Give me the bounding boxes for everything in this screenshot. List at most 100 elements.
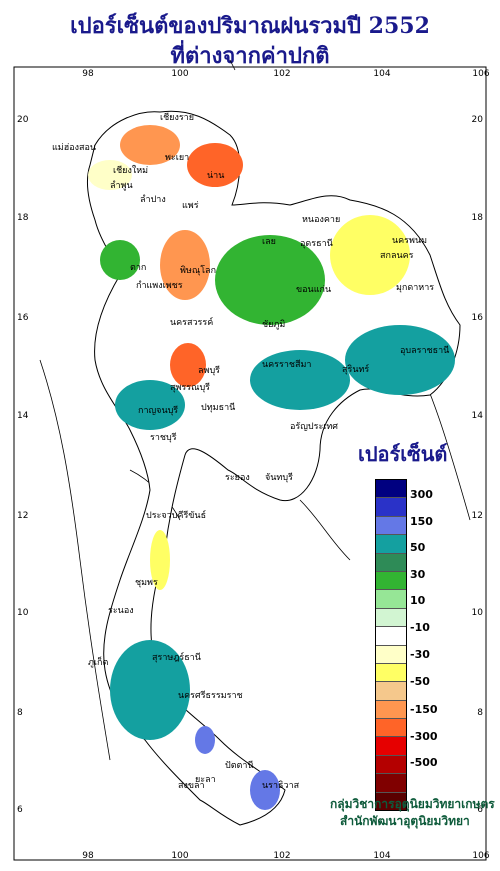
y-tick-label: 16 [17,313,29,323]
credit-line2: สำนักพัฒนาอุตุนิยมวิทยา [340,814,470,828]
y-tick-label: 8 [477,708,483,718]
x-tick-label: 98 [82,851,94,861]
x-tick-label: 106 [472,69,489,79]
patch-south-teal [110,640,190,740]
x-tick-label: 102 [273,851,290,861]
legend-swatch [376,571,406,591]
place-label: สุราษฎร์ธานี [152,653,201,663]
place-label: ภูเก็ต [88,658,109,668]
place-label: สงขลา [178,781,205,791]
place-label: นครพนม [392,236,428,246]
patch-north-red [187,143,243,187]
legend-label: -150 [410,703,438,716]
place-label: พิษณุโลก [180,266,217,276]
place-label: ปทุมธานี [201,403,236,413]
place-label: จันทบุรี [265,473,293,483]
x-tick-label: 104 [373,851,390,861]
legend-label: 50 [410,541,426,554]
x-tick-label: 102 [273,69,290,79]
place-label: ราชบุรี [150,433,177,443]
legend-swatch [376,590,406,609]
place-label: ลพบุรี [198,366,220,376]
place-label: นครศรีธรรมราช [178,691,243,701]
legend-swatch [376,737,406,756]
place-label: เชียงใหม่ [113,166,149,176]
x-tick-label: 98 [82,69,94,79]
place-label: ปัตตานี [225,761,254,771]
patch-peninsula-yellow [150,530,170,590]
y-tick-label: 6 [477,805,483,815]
x-tick-label: 100 [171,69,188,79]
y-tick-label: 18 [17,213,29,223]
place-label: หนองคาย [302,215,341,225]
x-tick-label: 104 [373,69,390,79]
place-label: นครราชสีมา [262,360,312,370]
patch-northeast-yellow [330,215,410,295]
legend-label: 150 [410,515,433,528]
place-label: น่าน [207,171,225,181]
legend-swatch [376,498,406,517]
legend-label: 300 [410,488,433,501]
legend-label: -500 [410,756,438,769]
legend-swatch [376,535,406,554]
legend-label: -30 [410,648,430,661]
place-label: ขอนแก่น [296,285,332,295]
patch-north-yellow [88,160,132,190]
y-tick-label: 20 [472,115,484,125]
place-label: ลำปาง [140,195,166,205]
place-label: ยะลา [195,775,216,785]
y-tick-label: 6 [17,805,23,815]
legend-label: 10 [410,594,426,607]
place-label: สุรินทร์ [342,365,370,375]
y-tick-label: 10 [472,608,484,618]
place-label: อุบลราชธานี [400,346,450,356]
legend-title: เปอร์เซ็นต์ [358,442,448,466]
patch-central-teal [250,350,350,410]
patch-northeast-green [215,235,325,325]
y-tick-label: 10 [17,608,29,618]
legend-swatch [376,792,406,811]
legend-label: 30 [410,568,426,581]
patch-south-blue2 [195,726,215,754]
x-tick-label: 100 [171,851,188,861]
place-label: ชุมพร [135,578,158,588]
place-label: ประจวบคีรีขันธ์ [146,511,207,521]
place-label: พะเยา [165,153,190,163]
patch-west-teal [115,380,185,430]
legend-label: -300 [410,730,438,743]
credit-line1: กลุ่มวิชาการอุตุนิยมวิทยาเกษตร [330,797,495,811]
patch-north-orange [120,125,180,165]
place-label: แม่ฮ่องสอน [52,143,97,153]
y-tick-label: 8 [17,708,23,718]
place-label: อรัญประเทศ [290,422,339,432]
place-label: ลำพูน [110,181,133,191]
map-title-line1: เปอร์เซ็นต์ของปริมาณฝนรวมปี 2552 [70,13,430,39]
patch-east-teal [345,325,455,395]
legend-label: -50 [410,675,430,688]
place-label: มุกดาหาร [396,283,435,293]
y-tick-label: 16 [472,313,484,323]
legend-swatch [376,553,406,572]
legend-swatch [376,645,406,664]
x-tick-label: 106 [472,851,489,861]
place-label: อุดรธานี [300,239,333,249]
y-tick-label: 12 [472,511,483,521]
legend-swatch [376,719,406,738]
place-label: สกลนคร [380,251,414,261]
patch-south-blue [250,770,280,810]
legend-swatch [376,663,406,683]
place-label: ระนอง [108,606,134,616]
place-label: กาญจนบุรี [138,406,179,416]
place-label: เลย [262,237,276,247]
place-label: สุพรรณบุรี [170,383,210,393]
y-tick-label: 14 [472,411,484,421]
legend-swatch [376,608,406,628]
place-label: นครสวรรค์ [170,318,214,328]
legend-swatch [376,682,406,701]
patch-central-red [170,343,206,387]
y-tick-label: 18 [472,213,484,223]
patch-central-orange [160,230,210,300]
place-label: นราธิวาส [262,781,300,791]
legend-swatch [376,774,406,793]
